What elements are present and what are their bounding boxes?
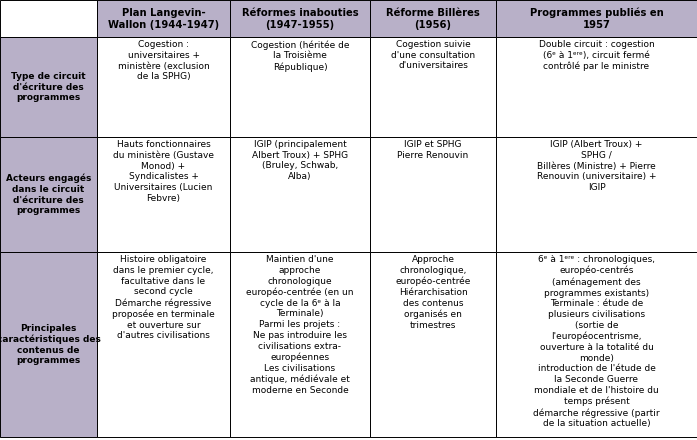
Bar (97, 37, 230, 137)
Text: Type de circuit
d'écriture des
programmes: Type de circuit d'écriture des programme… (11, 72, 86, 102)
Bar (0, 137, 97, 252)
Bar (0, 0, 97, 37)
Bar (370, 137, 496, 252)
Text: Approche
chronologique,
européo-centrée
Hiérarchisation
des contenus
organisés e: Approche chronologique, européo-centrée … (395, 255, 470, 330)
Bar (370, 252, 496, 437)
Bar (0, 252, 97, 437)
Text: Acteurs engagés
dans le circuit
d'écriture des
programmes: Acteurs engagés dans le circuit d'écritu… (6, 174, 91, 215)
Text: IGIP (Albert Troux) +
SPHG /
Billères (Ministre) + Pierre
Renouvin (universitair: IGIP (Albert Troux) + SPHG / Billères (M… (537, 140, 657, 192)
Text: Cogestion :
universitaires +
ministère (exclusion
de la SPHG): Cogestion : universitaires + ministère (… (118, 40, 209, 81)
Bar (97, 137, 230, 252)
Bar (0, 37, 97, 137)
Bar (97, 252, 230, 437)
Bar (370, 37, 496, 137)
Bar (230, 0, 370, 37)
Text: Hauts fonctionnaires
du ministère (Gustave
Monod) +
Syndicalistes +
Universitair: Hauts fonctionnaires du ministère (Gusta… (113, 140, 214, 203)
Bar (230, 137, 370, 252)
Text: Double circuit : cogestion
(6ᵉ à 1ᵉʳᵉ), circuit fermé
contrôlé par le ministre: Double circuit : cogestion (6ᵉ à 1ᵉʳᵉ), … (539, 40, 654, 71)
Text: 6ᵉ à 1ᵉʳᵉ : chronologiques,
européo-centrés
(aménagement des
programmes existant: 6ᵉ à 1ᵉʳᵉ : chronologiques, européo-cent… (533, 255, 660, 429)
Text: IGIP et SPHG
Pierre Renouvin: IGIP et SPHG Pierre Renouvin (397, 140, 468, 160)
Bar (496, 37, 697, 137)
Bar (230, 37, 370, 137)
Text: Maintien d'une
approche
chronologique
européo-centrée (en un
cycle de la 6ᵉ à la: Maintien d'une approche chronologique eu… (246, 255, 354, 395)
Text: Plan Langevin-
Wallon (1944-1947): Plan Langevin- Wallon (1944-1947) (108, 7, 219, 29)
Bar (230, 252, 370, 437)
Text: Réformes inabouties
(1947-1955): Réformes inabouties (1947-1955) (242, 7, 358, 29)
Text: Cogestion (héritée de
la Troisième
République): Cogestion (héritée de la Troisième Répub… (251, 40, 349, 72)
Text: Principales
caractéristiques des
contenus de
programmes: Principales caractéristiques des contenu… (0, 323, 100, 366)
Bar (496, 252, 697, 437)
Bar (496, 0, 697, 37)
Text: Cogestion suivie
d'une consultation
d'universitaires: Cogestion suivie d'une consultation d'un… (391, 40, 475, 70)
Bar (97, 0, 230, 37)
Text: Programmes publiés en
1957: Programmes publiés en 1957 (530, 7, 664, 30)
Text: IGIP (principalement
Albert Troux) + SPHG
(Bruley, Schwab,
Alba): IGIP (principalement Albert Troux) + SPH… (252, 140, 348, 181)
Bar (496, 137, 697, 252)
Bar (370, 0, 496, 37)
Text: Réforme Billères
(1956): Réforme Billères (1956) (386, 7, 480, 29)
Text: Histoire obligatoire
dans le premier cycle,
facultative dans le
second cycle
Dém: Histoire obligatoire dans le premier cyc… (112, 255, 215, 341)
